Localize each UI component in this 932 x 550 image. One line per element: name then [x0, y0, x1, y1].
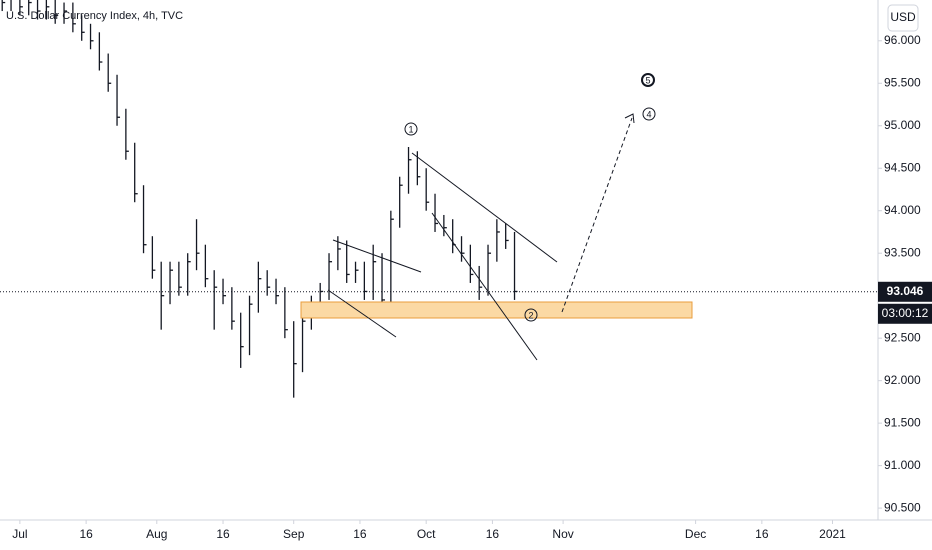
trendline	[411, 152, 558, 263]
y-tick-label: 95.000	[884, 118, 921, 132]
y-tick-label: 91.500	[884, 415, 921, 429]
y-tick-label: 94.000	[884, 203, 921, 217]
wave-label: 5	[645, 75, 650, 85]
trendline	[327, 289, 397, 338]
trendline	[332, 239, 422, 273]
projection-arrow	[561, 117, 633, 313]
x-tick-label: Nov	[552, 527, 573, 541]
x-tick-label: 16	[486, 527, 500, 541]
y-tick-label: 96.000	[884, 33, 921, 47]
x-tick-label: 16	[353, 527, 367, 541]
x-tick-label: 16	[755, 527, 769, 541]
x-tick-label: Oct	[417, 527, 436, 541]
x-tick-label: Dec	[685, 527, 706, 541]
x-tick-label: Sep	[283, 527, 305, 541]
wave-circle	[641, 73, 655, 87]
currency-button[interactable]	[887, 4, 919, 32]
x-tick-label: 16	[79, 527, 93, 541]
wave-label: 4	[646, 109, 651, 119]
y-tick-label: 92.000	[884, 373, 921, 387]
x-tick-label: Jul	[12, 527, 27, 541]
wave-label: 2	[528, 310, 533, 320]
y-tick-label: 92.500	[884, 330, 921, 344]
trendline	[431, 212, 538, 361]
last-price-box	[878, 281, 932, 302]
x-tick-label: 2021	[819, 527, 846, 541]
countdown-label: 03:00:12	[882, 306, 929, 320]
y-tick-label: 93.500	[884, 245, 921, 259]
drawings	[300, 113, 693, 361]
chart-title: U.S. Dollar Currency Index, 4h, TVC	[6, 10, 183, 22]
last-price-label: 93.046	[887, 284, 924, 298]
y-tick-label: 91.000	[884, 458, 921, 472]
wave-circle	[404, 122, 418, 136]
wave-label: 1	[408, 124, 413, 134]
currency[interactable]: USD	[890, 10, 916, 24]
wave-circle	[642, 107, 656, 121]
x-tick-label: Aug	[146, 527, 167, 541]
y-tick-label: 94.500	[884, 160, 921, 174]
y-tick-label: 95.500	[884, 75, 921, 89]
countdown-box	[878, 303, 932, 324]
support-zone	[300, 301, 693, 319]
x-tick-label: 16	[216, 527, 230, 541]
wave-circle	[524, 308, 538, 322]
arrow-head	[624, 113, 635, 124]
y-tick-label: 90.500	[884, 500, 921, 514]
